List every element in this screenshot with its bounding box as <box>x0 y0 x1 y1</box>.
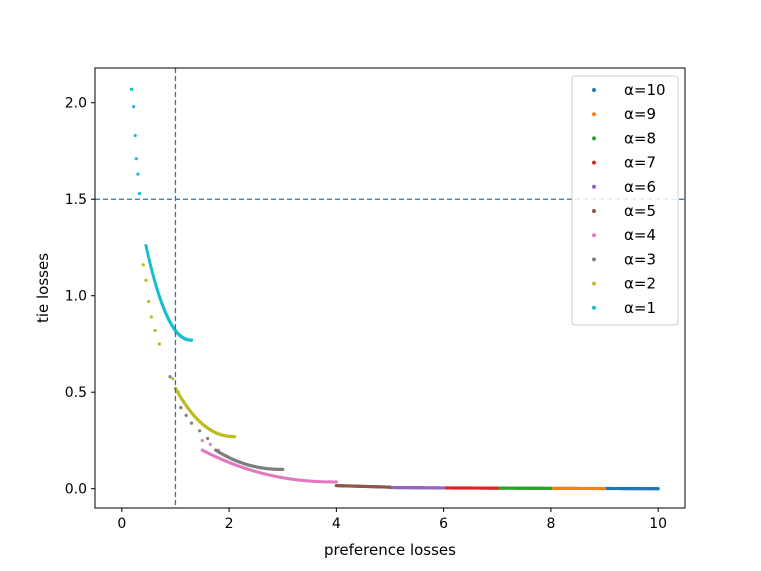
data-point <box>602 486 607 491</box>
data-point <box>141 263 145 267</box>
legend-label: α=9 <box>624 105 656 123</box>
legend-marker <box>592 233 596 238</box>
data-point <box>137 191 142 196</box>
data-point <box>134 157 138 161</box>
legend-marker <box>592 257 596 262</box>
data-point <box>147 256 151 260</box>
legend-item: α=6 <box>592 178 656 196</box>
series-8 <box>168 375 285 472</box>
data-point <box>206 436 210 441</box>
legend-box <box>571 75 679 326</box>
legend-item: α=9 <box>592 105 656 123</box>
series-4 <box>442 486 499 490</box>
legend-item: α=4 <box>592 226 656 244</box>
legend-label: α=5 <box>624 202 656 220</box>
data-point <box>334 480 338 484</box>
data-point <box>388 485 392 489</box>
x-tick-label: 8 <box>546 516 555 532</box>
data-point <box>153 328 157 333</box>
y-tick-label: 0.0 <box>65 482 87 498</box>
series-6 <box>334 484 392 489</box>
y-tick-label: 1.5 <box>65 192 87 208</box>
y-tick-label: 1.0 <box>65 289 87 305</box>
series-7 <box>200 438 338 484</box>
chart-marks <box>129 87 660 491</box>
data-point <box>145 249 149 253</box>
data-point <box>157 342 161 346</box>
data-point <box>197 429 202 433</box>
legend-label: α=1 <box>624 299 656 317</box>
legend-item: α=2 <box>592 275 656 293</box>
legend-item: α=3 <box>592 250 656 268</box>
data-point <box>549 486 553 490</box>
data-point <box>129 87 134 91</box>
y-axis-label: tie losses <box>34 253 52 323</box>
data-point <box>146 251 150 255</box>
legend-marker <box>592 209 596 213</box>
legend-marker <box>592 112 596 117</box>
data-point <box>189 421 194 425</box>
data-point <box>147 299 151 304</box>
legend-label: α=8 <box>624 129 656 147</box>
y-axis-ticks: 0.0 0.5 1.0 1.5 2.0 <box>65 96 95 498</box>
y-tick-label: 0.5 <box>65 385 87 401</box>
data-point <box>281 467 285 472</box>
legend-marker <box>592 305 596 310</box>
data-point <box>136 172 140 176</box>
data-point <box>149 315 153 319</box>
legend-label: α=6 <box>624 178 656 196</box>
legend-item: α=5 <box>592 202 656 220</box>
data-point <box>133 133 137 138</box>
data-point <box>208 442 212 446</box>
series-1 <box>602 486 660 491</box>
legend-marker <box>592 184 596 189</box>
series-5 <box>388 485 446 490</box>
x-tick-label: 4 <box>332 516 341 532</box>
legend-marker <box>592 136 596 141</box>
plot-frame <box>94 67 686 509</box>
series-9 <box>141 263 237 439</box>
legend-label: α=10 <box>624 81 666 99</box>
series-10 <box>129 87 194 342</box>
x-tick-label: 0 <box>117 516 126 532</box>
legend-item: α=10 <box>592 81 666 99</box>
data-point <box>232 434 237 439</box>
data-point <box>132 104 136 109</box>
legend-label: α=7 <box>624 154 656 172</box>
x-axis-ticks: 0 2 4 6 8 10 <box>117 508 667 532</box>
series-3 <box>495 486 553 490</box>
data-point <box>656 487 660 491</box>
legend: α=10 α=9 α=8 α=7 α=6 α=5 α=4 α=3 α=2 α=1 <box>571 75 679 326</box>
data-point <box>189 338 194 342</box>
data-point <box>146 254 150 258</box>
legend-label: α=3 <box>624 250 656 268</box>
y-tick-label: 2.0 <box>65 96 87 112</box>
x-tick-label: 10 <box>649 516 667 532</box>
data-point <box>144 278 148 282</box>
series-2 <box>549 486 607 491</box>
data-point <box>144 243 148 248</box>
legend-label: α=4 <box>624 226 656 244</box>
x-axis-label: preference losses <box>324 541 456 559</box>
data-point <box>495 486 499 490</box>
data-point <box>171 377 175 381</box>
legend-item: α=7 <box>592 154 656 172</box>
legend-item: α=8 <box>592 129 656 147</box>
legend-label: α=2 <box>624 275 656 293</box>
data-point <box>200 438 204 443</box>
x-tick-label: 6 <box>439 516 448 532</box>
legend-marker <box>592 160 596 165</box>
x-tick-label: 2 <box>225 516 234 532</box>
legend-marker <box>592 88 596 92</box>
data-point <box>179 406 183 410</box>
legend-item: α=1 <box>592 299 656 317</box>
data-point <box>442 486 446 490</box>
legend-marker <box>592 281 596 286</box>
data-point <box>184 413 188 417</box>
data-point <box>168 375 172 379</box>
data-point <box>144 246 149 250</box>
